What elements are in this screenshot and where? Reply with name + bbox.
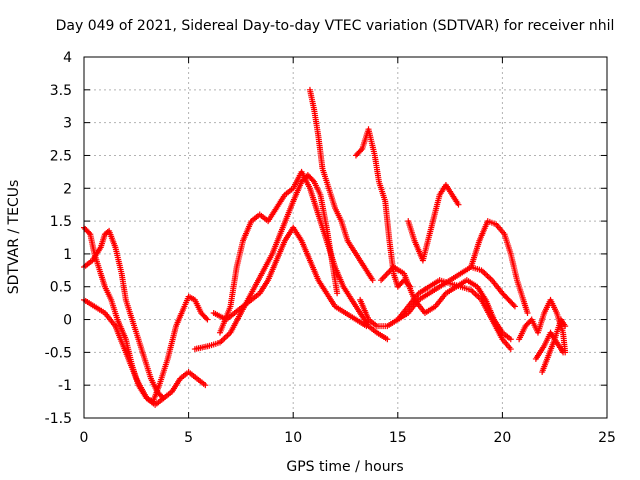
data-point xyxy=(369,277,376,284)
data-point xyxy=(202,382,209,389)
y-tick-label: 3.5 xyxy=(50,83,72,99)
data-point xyxy=(160,395,167,402)
data-point xyxy=(384,336,391,343)
data-point xyxy=(382,272,389,279)
data-point xyxy=(562,323,569,330)
series-track-2 xyxy=(81,227,167,402)
series-track-12 xyxy=(468,218,531,316)
data-point xyxy=(560,349,567,356)
x-axis-title: GPS time / hours xyxy=(286,459,403,475)
data-point xyxy=(481,270,488,277)
y-tick-label: 0.5 xyxy=(50,280,72,296)
y-tick-label: 2 xyxy=(63,181,72,197)
data-point xyxy=(385,269,392,276)
data-point xyxy=(507,336,514,343)
data-point xyxy=(219,336,226,343)
data-point xyxy=(334,290,341,297)
data-point xyxy=(482,271,489,278)
data-point xyxy=(487,275,494,282)
data-point xyxy=(471,289,478,296)
plot-border xyxy=(83,56,608,419)
data-point xyxy=(86,229,93,236)
data-point xyxy=(507,346,514,353)
y-tick-label: 2.5 xyxy=(50,148,72,164)
x-tick-label: 25 xyxy=(598,430,616,446)
y-tick-label: -0.5 xyxy=(45,345,72,361)
series-track-13 xyxy=(394,277,514,353)
data-point xyxy=(484,272,491,279)
data-point xyxy=(380,274,387,281)
y-tick-label: 3 xyxy=(63,116,72,132)
data-point xyxy=(511,303,518,310)
data-point xyxy=(357,147,364,154)
chart-title: Day 049 of 2021, Sidereal Day-to-day VTE… xyxy=(56,18,615,34)
data-point xyxy=(204,316,211,323)
data-point xyxy=(510,302,517,309)
y-tick-label: 4 xyxy=(63,50,72,66)
y-tick-label: 1 xyxy=(63,247,72,263)
x-tick-label: 20 xyxy=(493,430,511,446)
data-point xyxy=(455,201,462,208)
x-tick-label: 10 xyxy=(284,430,302,446)
y-tick-label: -1.5 xyxy=(45,411,72,427)
data-point xyxy=(159,393,166,400)
series-track-7 xyxy=(306,86,376,284)
data-point xyxy=(224,332,231,339)
data-point xyxy=(383,271,390,278)
data-point xyxy=(222,333,229,340)
y-axis-title: SDTVAR / TECUs xyxy=(6,180,22,295)
axis-ticks: 0 5 10 15 20 25 -1.5 -1 -0.5 0 0.5 1 1.5 2 2.5 3 3.5 4 xyxy=(45,50,616,446)
data-point xyxy=(379,275,386,282)
y-tick-label: -1 xyxy=(58,378,72,394)
series-track-3 xyxy=(81,293,211,405)
x-tick-label: 5 xyxy=(184,430,193,446)
series-track-16 xyxy=(539,316,569,376)
data-point xyxy=(524,309,531,316)
y-tick-label: 1.5 xyxy=(50,214,72,230)
series-track-6 xyxy=(210,224,370,330)
data-markers xyxy=(81,86,569,408)
series-track-10 xyxy=(405,181,462,264)
data-point xyxy=(203,315,210,322)
data-point xyxy=(363,323,370,330)
data-point xyxy=(309,177,316,184)
x-tick-label: 0 xyxy=(80,430,89,446)
data-point xyxy=(221,335,228,342)
series-track-9 xyxy=(357,264,518,330)
data-point xyxy=(485,274,492,281)
y-tick-label: 0 xyxy=(63,313,72,329)
series-track-5 xyxy=(216,168,391,343)
series-track-11 xyxy=(378,264,514,343)
x-tick-label: 15 xyxy=(389,430,407,446)
data-point xyxy=(378,277,385,284)
series-track-4 xyxy=(191,172,341,353)
